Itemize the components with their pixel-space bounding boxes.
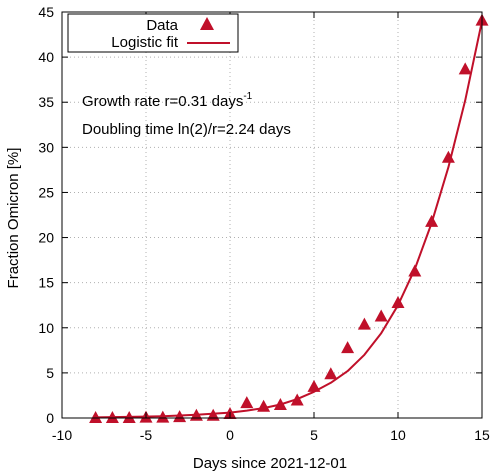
y-tick-label: 25 [38,184,54,200]
data-point-marker [156,410,170,423]
axis-ticks: -10 -5 0 5 10 15 0 5 10 15 20 25 30 35 40 45 [38,4,490,443]
y-tick-label: 5 [46,365,54,381]
data-point-marker [240,396,254,409]
growth-rate-text: Growth rate r=0.31 days [82,93,243,110]
y-tick-label: 45 [38,4,54,20]
data-point-marker [391,296,405,309]
data-point-marker [290,393,304,406]
legend-label-data: Data [146,17,178,34]
x-tick-label: 10 [390,427,406,443]
data-point-marker [257,399,271,412]
y-tick-label: 40 [38,49,54,65]
legend-label-fit: Logistic fit [111,34,179,51]
y-axis-title: Fraction Omicron [%] [5,148,22,289]
x-axis-title: Days since 2021-12-01 [193,455,347,472]
grid [62,12,482,418]
data-point-marker [105,411,119,424]
legend-marker-data [200,17,214,30]
y-tick-label: 35 [38,94,54,110]
data-point-marker [374,309,388,322]
growth-rate-annotation: Growth rate r=0.31 days-1 [82,91,253,110]
x-tick-label: 15 [474,427,490,443]
plot-frame [61,11,483,419]
data-point-marker [341,341,355,354]
legend: Data Logistic fit [67,13,239,53]
x-tick-label: -5 [140,427,153,443]
x-tick-label: 0 [226,427,234,443]
data-point-marker [122,411,136,424]
data-point-marker [273,397,287,410]
data-point-marker [307,379,321,392]
data-point-marker [357,317,371,330]
data-point-marker [324,367,338,380]
data-point-marker [408,264,422,277]
logistic-fit-line [95,20,483,419]
x-tick-label: 5 [310,427,318,443]
data-point-marker [173,410,187,423]
y-tick-label: 30 [38,139,54,155]
data-point-marker [425,214,439,227]
data-markers [89,13,489,424]
y-tick-label: 10 [38,320,54,336]
data-point-marker [458,62,472,75]
doubling-time-annotation: Doubling time ln(2)/r=2.24 days [82,121,291,138]
growth-rate-exponent: -1 [243,91,252,102]
fit-curve-layer [95,20,483,419]
x-tick-label: -10 [52,427,72,443]
legend-box [67,13,239,53]
data-point-marker [89,411,103,424]
y-tick-label: 20 [38,230,54,246]
data-point-marker [441,150,455,163]
y-tick-label: 15 [38,275,54,291]
y-tick-label: 0 [46,410,54,426]
